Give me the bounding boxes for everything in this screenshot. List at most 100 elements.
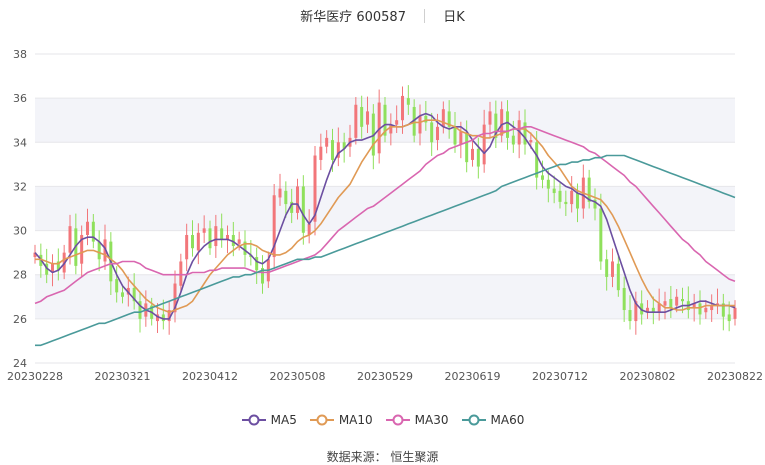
candle-body: [243, 241, 247, 255]
chart-period: 日K: [443, 10, 465, 25]
candle-body: [733, 307, 737, 319]
legend-item-ma30[interactable]: MA30: [385, 413, 449, 427]
candle-body: [546, 179, 550, 189]
candle-body: [663, 301, 667, 306]
candle-body: [226, 234, 229, 240]
candle-body: [389, 124, 393, 134]
candle-body: [231, 234, 235, 247]
candle-body: [237, 239, 241, 244]
candle-body: [132, 287, 136, 302]
candle-body: [616, 263, 620, 291]
candle-body: [558, 190, 562, 202]
candle-body: [453, 126, 457, 145]
y-tick-label: 30: [13, 225, 27, 238]
candle-body: [564, 201, 568, 205]
data-source: 数据来源： 恒生聚源: [326, 450, 439, 464]
candle-body: [296, 186, 299, 213]
candle-body: [727, 314, 731, 322]
candle-body: [482, 124, 486, 165]
y-tick-label: 32: [13, 180, 27, 193]
candle-body: [173, 283, 177, 313]
candle-body: [196, 232, 200, 251]
candle-body: [570, 190, 574, 205]
candle-body: [167, 310, 171, 322]
grid-band: [35, 186, 735, 231]
legend-label: MA5: [270, 413, 297, 427]
candle-body: [377, 102, 381, 154]
candle-body: [669, 298, 673, 308]
candle-body: [710, 305, 714, 311]
candle-body: [494, 113, 498, 138]
candle-body: [698, 303, 702, 315]
candle-body: [622, 287, 626, 311]
candle-body: [401, 95, 404, 121]
candle-body: [121, 292, 124, 297]
candle-body: [406, 98, 410, 105]
x-tick-label: 20230822: [707, 370, 763, 383]
legend-swatch-icon: [241, 414, 266, 426]
legend-swatch-icon: [461, 414, 486, 426]
candle-body: [272, 195, 276, 258]
y-tick-label: 28: [13, 269, 27, 282]
series-line-ma10: [35, 119, 735, 314]
candle-body: [721, 303, 725, 317]
candle-body: [681, 298, 684, 302]
candle-body: [447, 111, 451, 127]
x-tick-label: 20230802: [620, 370, 676, 383]
x-tick-label: 20230321: [95, 370, 151, 383]
candle-body: [91, 221, 95, 242]
y-tick-label: 36: [13, 92, 27, 105]
candle-body: [301, 186, 305, 233]
candle-body: [476, 148, 480, 167]
candle-body: [523, 122, 527, 145]
candle-body: [459, 131, 463, 145]
candle-body: [716, 303, 719, 306]
candle-body: [651, 307, 655, 313]
candle-body: [383, 104, 387, 136]
candle-body: [290, 201, 294, 213]
legend-item-ma10[interactable]: MA10: [309, 413, 373, 427]
candle-body: [599, 208, 603, 262]
candle-body: [611, 261, 614, 277]
candle-body: [80, 234, 84, 264]
candle-body: [45, 263, 49, 275]
candle-body: [325, 137, 329, 147]
legend-item-ma5[interactable]: MA5: [241, 413, 297, 427]
candle-body: [284, 190, 288, 205]
candle-body: [208, 228, 212, 249]
candle-body: [191, 234, 194, 249]
candle-body: [657, 303, 661, 313]
x-tick-label: 20230228: [7, 370, 63, 383]
candle-body: [692, 303, 696, 308]
candle-body: [646, 307, 649, 313]
x-tick-label: 20230529: [357, 370, 413, 383]
candle-body: [529, 140, 533, 143]
y-tick-label: 24: [13, 357, 27, 370]
candle-body: [103, 239, 107, 262]
candle-body: [179, 261, 183, 286]
candle-body: [500, 109, 504, 136]
candle-body: [587, 177, 591, 202]
candle-body: [675, 296, 679, 306]
x-tick-label: 20230508: [270, 370, 326, 383]
candle-body: [202, 228, 206, 233]
candle-body: [68, 226, 72, 253]
candle-body: [441, 109, 445, 127]
candle-body: [541, 175, 544, 180]
legend-label: MA10: [338, 413, 373, 427]
candle-body: [278, 188, 282, 198]
candle-body: [366, 111, 369, 125]
candle-body: [605, 259, 609, 277]
legend-item-ma60[interactable]: MA60: [461, 413, 524, 427]
series-line-ma30: [34, 126, 736, 305]
y-tick-label: 26: [13, 313, 27, 326]
candle-body: [395, 120, 399, 125]
candle-body: [354, 104, 358, 138]
candle-body: [97, 241, 101, 260]
y-tick-label: 34: [13, 136, 27, 149]
candle-body: [220, 228, 224, 240]
candle-body: [33, 252, 37, 258]
candle-body: [488, 111, 492, 125]
candle-body: [424, 115, 428, 123]
